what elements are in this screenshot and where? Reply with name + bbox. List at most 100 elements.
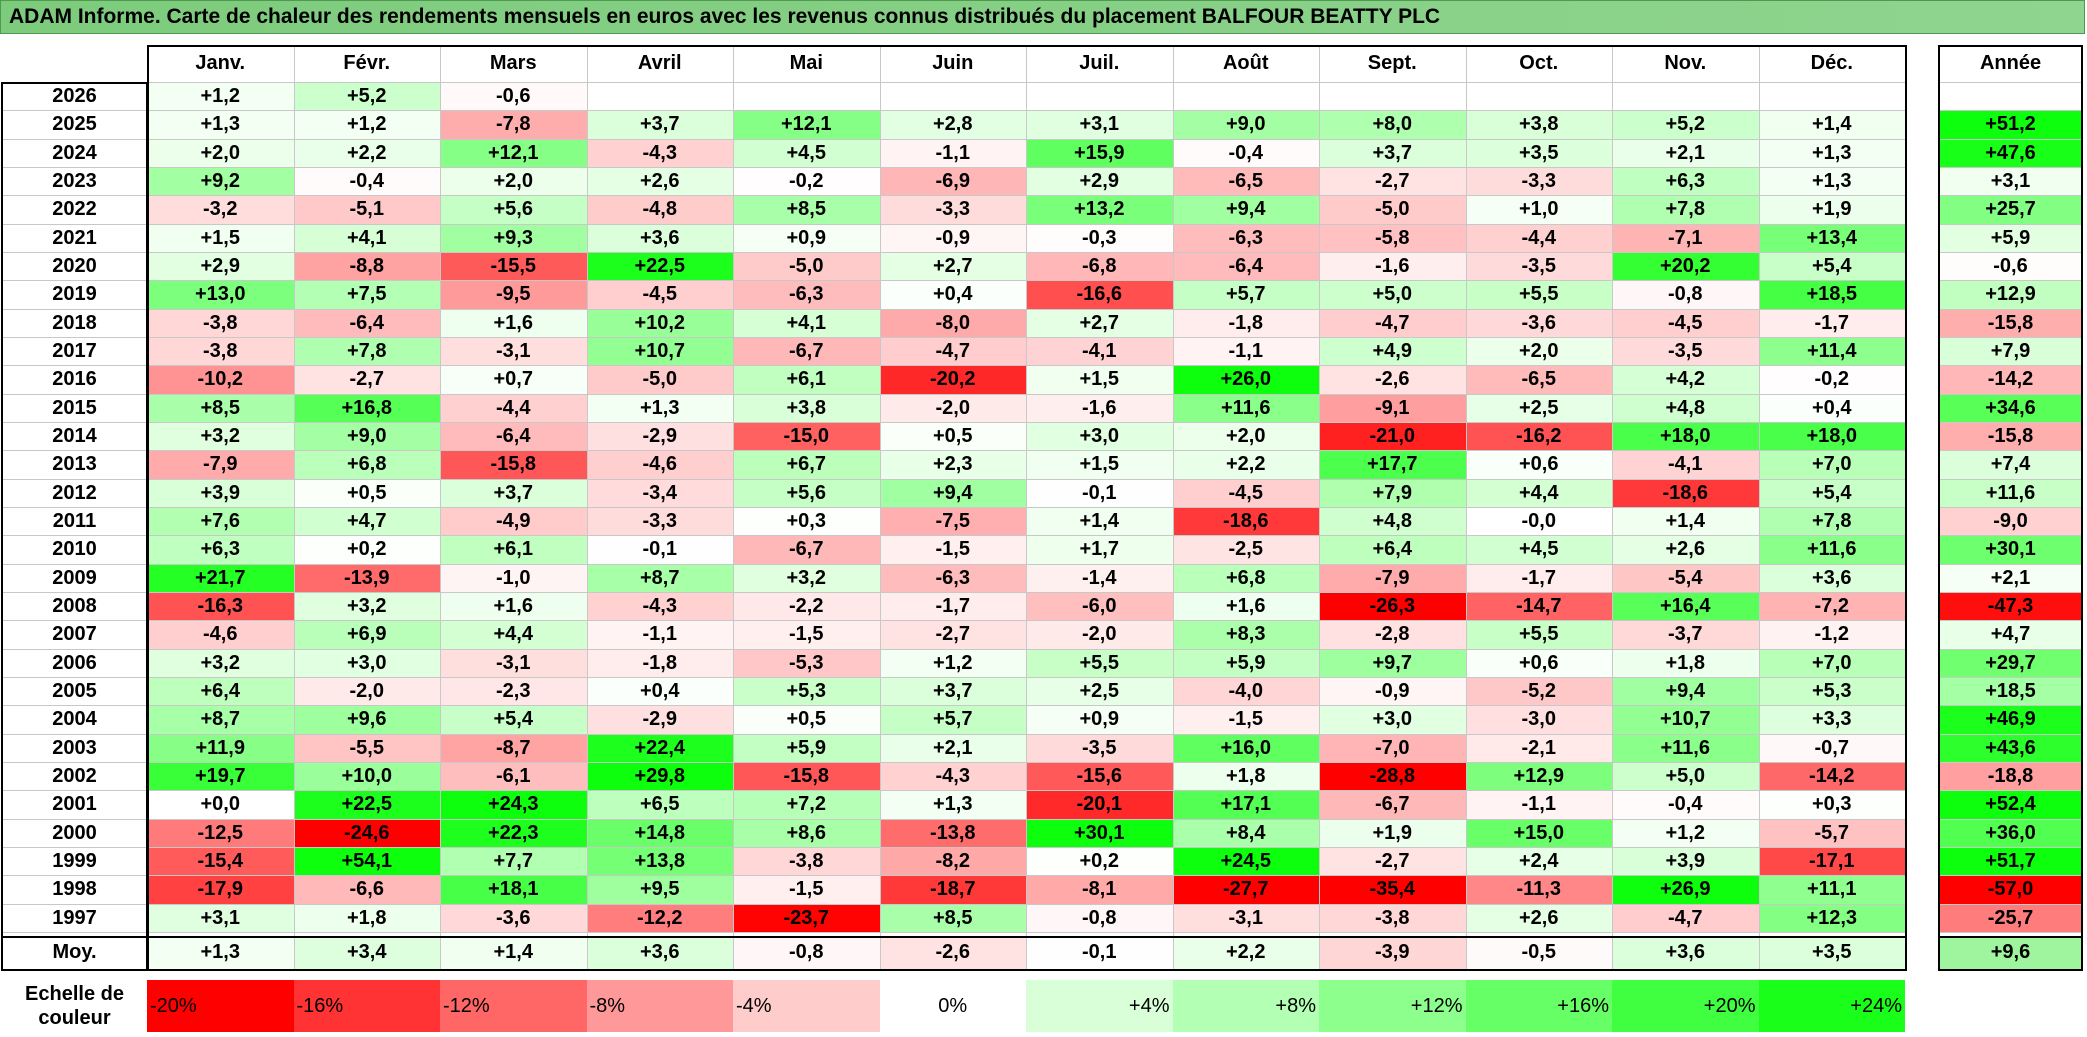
heatmap-cell: -5,5: [293, 733, 440, 762]
average-label: Moy.: [52, 941, 97, 963]
heatmap-cell: +1,9: [1319, 818, 1466, 847]
heatmap-cell: +9,2: [147, 166, 294, 196]
heatmap-cell: +16,0: [1172, 733, 1319, 762]
year-total-cell: +29,7: [1938, 648, 2083, 677]
heatmap-cell: +6,8: [1172, 563, 1319, 592]
heatmap-cell: +6,8: [293, 450, 440, 479]
heatmap-cell: -1,2: [1758, 620, 1905, 649]
heatmap-cell: -16,3: [147, 591, 294, 621]
heatmap-cell: +5,5: [1465, 620, 1612, 649]
heatmap-cell: -0,4: [293, 166, 440, 196]
grid-line: [1938, 336, 2083, 338]
heatmap-cell: +1,5: [147, 223, 294, 252]
heatmap-cell: +17,7: [1319, 450, 1466, 479]
heatmap-cell: -0,8: [1612, 280, 1759, 309]
heatmap-cell: +1,8: [293, 903, 440, 932]
grid-line: [1938, 195, 2083, 197]
heatmap-cell: -6,3: [733, 280, 880, 309]
heatmap-cell: -5,0: [586, 365, 733, 394]
scale-label: Echelle de couleur: [25, 983, 124, 1029]
year-total-cell: -57,0: [1938, 875, 2083, 904]
grid-line: [1938, 223, 2083, 225]
year-total-cell: +47,6: [1938, 138, 2083, 167]
grid-line: [1938, 365, 2083, 367]
average-cell: -0,5: [1465, 936, 1612, 969]
heatmap-cell: -0,8: [1026, 903, 1173, 932]
grid-line: [2, 620, 1905, 622]
heatmap-cell: +18,0: [1758, 421, 1905, 451]
grid-line: [2, 875, 1905, 877]
heatmap-cell: +3,9: [147, 478, 294, 507]
heatmap-cell: -0,7: [1758, 733, 1905, 762]
heatmap-cell: -2,6: [1319, 365, 1466, 394]
grid-line: [2, 591, 1905, 593]
heatmap-cell: +7,8: [1612, 195, 1759, 224]
grid-line: [2, 280, 1905, 282]
heatmap-cell: +2,1: [1612, 138, 1759, 167]
heatmap-cell: +5,2: [1612, 110, 1759, 139]
heatmap-cell: +9,4: [1172, 195, 1319, 224]
year-total-cell: +7,9: [1938, 336, 2083, 366]
heatmap-cell: -14,7: [1465, 591, 1612, 621]
heatmap-cell: +0,2: [1026, 846, 1173, 876]
year-total-cell: -25,7: [1938, 903, 2083, 932]
heatmap-cell: +5,6: [440, 195, 587, 224]
grid-line: [1938, 138, 2083, 140]
heatmap-cell: -2,3: [440, 676, 587, 706]
heatmap-cell: +22,4: [586, 733, 733, 762]
grid-line: [1938, 620, 2083, 622]
heatmap-cell: +3,2: [147, 648, 294, 677]
heatmap-cell: -7,8: [440, 110, 587, 139]
scale-swatch: +20%: [1612, 980, 1759, 1032]
heatmap-cell: +3,5: [1465, 138, 1612, 167]
scale-swatch: -4%: [733, 980, 880, 1032]
heatmap-cell: +2,9: [1026, 166, 1173, 196]
heatmap-cell: +16,8: [293, 393, 440, 422]
year-label: 2008: [52, 594, 97, 617]
heatmap-cell: -12,2: [586, 903, 733, 932]
year-label: 2010: [52, 538, 97, 561]
heatmap-cell: +11,4: [1758, 336, 1905, 366]
heatmap-cell: +4,7: [293, 506, 440, 536]
heatmap-cell: +3,0: [293, 648, 440, 677]
grid-line: [2, 166, 1905, 168]
heatmap-cell: +3,0: [1026, 421, 1173, 451]
average-cell: +3,5: [1758, 936, 1905, 969]
heatmap-cell: +13,0: [147, 280, 294, 309]
heatmap-cell: +5,4: [1758, 478, 1905, 507]
heatmap-cell: -5,2: [1465, 676, 1612, 706]
heatmap-cell: -6,4: [1172, 251, 1319, 281]
heatmap-cell: +1,2: [147, 82, 294, 111]
month-header: Févr.: [343, 52, 391, 74]
grid-line: [1938, 761, 2083, 763]
heatmap-cell: +13,2: [1026, 195, 1173, 224]
year-total-cell: -15,8: [1938, 421, 2083, 451]
heatmap-cell: +18,1: [440, 875, 587, 904]
heatmap-cell: +2,4: [1465, 846, 1612, 876]
grid-line: [1938, 931, 2083, 933]
heatmap-cell: +8,5: [147, 393, 294, 422]
year-label: 2019: [52, 283, 97, 306]
heatmap-cell: +3,2: [733, 563, 880, 592]
heatmap-cell: +1,5: [1026, 450, 1173, 479]
heatmap-cell: +8,5: [733, 195, 880, 224]
heatmap-cell: +5,0: [1319, 280, 1466, 309]
year-label: 2017: [52, 339, 97, 362]
heatmap-cell: +15,9: [1026, 138, 1173, 167]
heatmap-cell: [879, 82, 1026, 111]
grid-line: [1938, 705, 2083, 707]
heatmap-cell: -3,1: [440, 336, 587, 366]
heatmap-cell: -6,4: [293, 308, 440, 337]
grid-line: [1938, 450, 2083, 452]
heatmap-cell: -5,1: [293, 195, 440, 224]
heatmap-cell: -2,5: [1172, 535, 1319, 564]
heatmap-cell: +10,7: [586, 336, 733, 366]
grid-line: [2, 450, 1905, 452]
scale-swatch: -20%: [147, 980, 294, 1032]
heatmap-cell: -3,3: [586, 506, 733, 536]
heatmap-cell: -2,8: [1319, 620, 1466, 649]
heatmap-cell: +12,9: [1465, 761, 1612, 791]
year-total-cell: +7,4: [1938, 450, 2083, 479]
heatmap-cell: -20,1: [1026, 790, 1173, 819]
heatmap-cell: +3,6: [1758, 563, 1905, 592]
